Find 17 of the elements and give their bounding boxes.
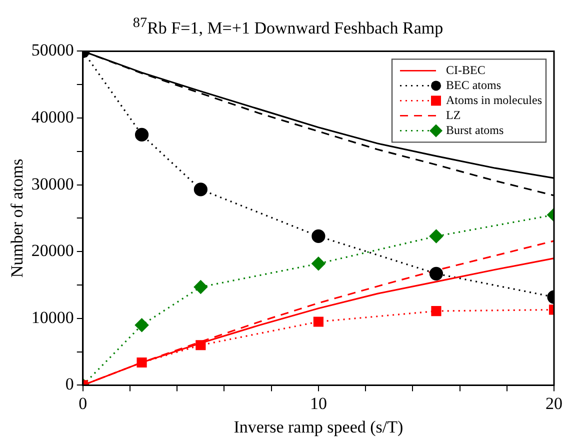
legend-label: Atoms in molecules	[446, 92, 542, 107]
legend-label: BEC atoms	[446, 78, 502, 92]
y-tick-label: 10000	[31, 308, 74, 327]
y-tick-label: 20000	[31, 241, 74, 260]
x-axis-title: Inverse ramp speed (s/T)	[234, 417, 404, 436]
legend-label: LZ	[446, 108, 461, 122]
y-tick-label: 40000	[31, 107, 74, 126]
y-axis-title: Number of atoms	[8, 158, 27, 278]
legend-label: CI-BEC	[446, 62, 486, 77]
x-tick-label: 10	[310, 394, 327, 413]
chart-title: $^{87}$Rb F=1, M=+1 Downward Feshbach Ramp	[132, 14, 444, 38]
legend-label: Burst atoms	[446, 122, 504, 137]
x-tick-label: 20	[546, 394, 562, 413]
x-tick-label: 0	[78, 394, 88, 413]
y-tick-label: 30000	[31, 174, 74, 194]
y-tick-label: 50000	[31, 40, 74, 60]
y-tick-label: 0	[65, 374, 74, 394]
